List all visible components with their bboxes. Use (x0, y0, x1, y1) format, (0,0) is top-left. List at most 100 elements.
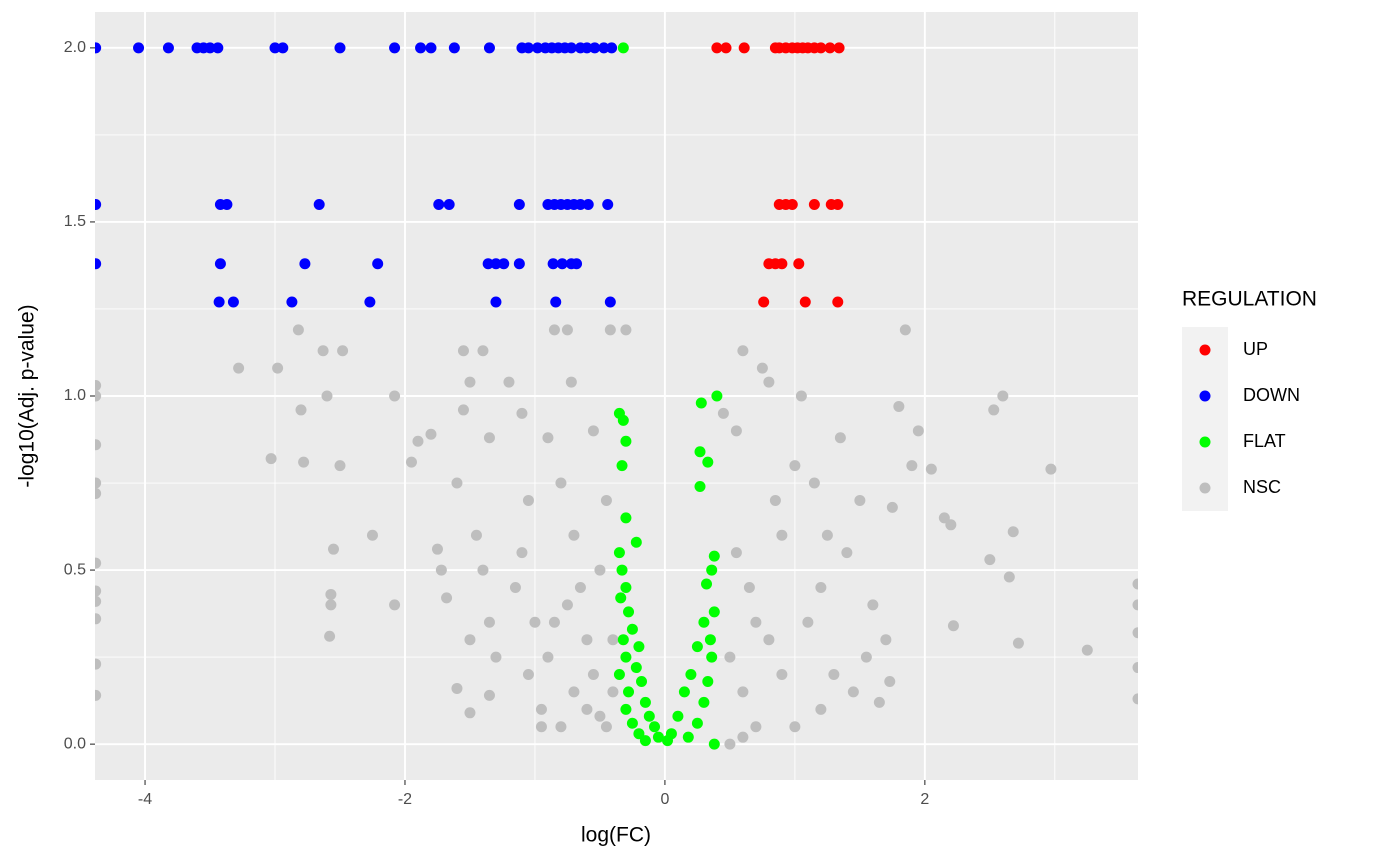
point (277, 42, 289, 54)
point (513, 199, 525, 211)
point (691, 641, 703, 653)
point (945, 519, 957, 531)
point (389, 390, 401, 402)
point (568, 529, 580, 541)
point (587, 669, 599, 681)
point (873, 696, 885, 708)
legend-title: REGULATION (1182, 288, 1317, 311)
point (95, 613, 102, 625)
point (555, 721, 567, 733)
point (604, 296, 616, 308)
point (483, 42, 495, 54)
point (626, 717, 638, 729)
point (327, 543, 339, 555)
point (832, 199, 844, 211)
point (221, 199, 233, 211)
point (623, 606, 635, 618)
point (643, 710, 655, 722)
point (698, 696, 710, 708)
point (542, 651, 554, 663)
point (1132, 627, 1138, 639)
point (672, 710, 684, 722)
point (1132, 662, 1138, 674)
point (212, 42, 224, 54)
point (464, 634, 476, 646)
point (633, 728, 645, 740)
point (568, 686, 580, 698)
point (620, 512, 632, 524)
point (789, 721, 801, 733)
point (1003, 571, 1015, 583)
point (708, 550, 720, 562)
point (617, 414, 629, 426)
point (95, 585, 102, 597)
point (95, 477, 102, 489)
point (763, 634, 775, 646)
point (724, 738, 736, 750)
point (720, 42, 732, 54)
point (565, 42, 577, 54)
y-tick-label: 1.0 (64, 387, 86, 404)
y-tick-label: 1.5 (64, 213, 86, 230)
point (298, 456, 310, 468)
point (292, 324, 304, 336)
point (535, 703, 547, 715)
point (626, 623, 638, 635)
point (522, 494, 534, 506)
point (899, 324, 911, 336)
point (529, 616, 541, 628)
point (793, 258, 805, 270)
point (616, 460, 628, 472)
point (574, 199, 586, 211)
y-tick-label: 0.5 (64, 561, 86, 578)
point (886, 501, 898, 513)
point (162, 42, 174, 54)
point (589, 42, 601, 54)
axes: -4 -2 0 2 0.0 0.5 1.0 1.5 2.0 (64, 39, 930, 808)
point (947, 620, 959, 632)
point (313, 199, 325, 211)
point (776, 258, 788, 270)
point (602, 199, 614, 211)
point (750, 616, 762, 628)
point (522, 42, 534, 54)
point (594, 710, 606, 722)
point (451, 682, 463, 694)
point (649, 721, 661, 733)
point (600, 721, 612, 733)
point (1132, 578, 1138, 590)
point (769, 494, 781, 506)
point (828, 669, 840, 681)
y-tick-label: 0.0 (64, 735, 86, 752)
point (405, 456, 417, 468)
legend-swatch (1199, 482, 1211, 494)
legend-swatch (1199, 390, 1211, 402)
point (685, 669, 697, 681)
point (317, 345, 329, 357)
point (389, 42, 401, 54)
point (490, 296, 502, 308)
point (542, 432, 554, 444)
point (548, 324, 560, 336)
point (1012, 637, 1024, 649)
point (509, 581, 521, 593)
point (581, 703, 593, 715)
point (1132, 693, 1138, 705)
point (464, 376, 476, 388)
point (743, 581, 755, 593)
point (756, 362, 768, 374)
point (95, 595, 102, 607)
point (600, 494, 612, 506)
point (997, 390, 1009, 402)
point (607, 686, 619, 698)
point (633, 641, 645, 653)
point (337, 345, 349, 357)
point (704, 634, 716, 646)
point (548, 616, 560, 628)
point (441, 592, 453, 604)
point (750, 721, 762, 733)
point (516, 547, 528, 559)
point (503, 376, 515, 388)
points (95, 42, 1138, 750)
point (574, 581, 586, 593)
